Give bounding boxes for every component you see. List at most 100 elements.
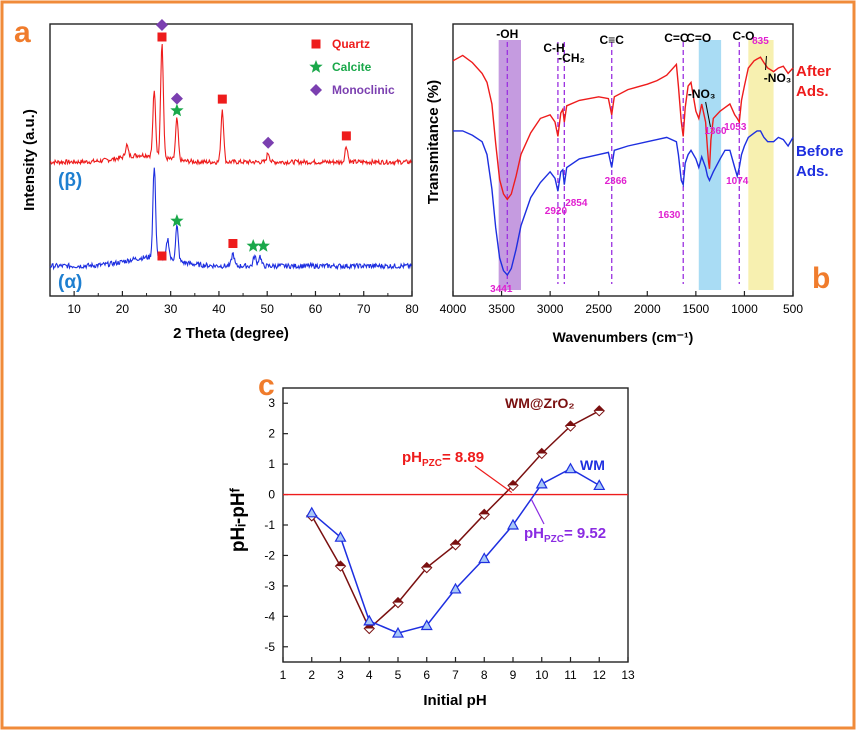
- nitrate-arrow-2: [765, 55, 767, 71]
- nitrate-arrow-1: [705, 101, 711, 128]
- xrd-series-label-beta: (β): [58, 170, 82, 191]
- pzc-y-tick-label: -1: [264, 518, 275, 532]
- pzc-point-wm: [305, 506, 318, 518]
- ftir-peak-label: 835: [752, 36, 769, 47]
- calcite-marker: [246, 239, 260, 252]
- pzc-point-wm: [334, 530, 347, 542]
- pzc-point-wm-zro2: [565, 421, 576, 427]
- pzc-point-wm-zro2: [508, 480, 518, 486]
- panel-label-c: c: [258, 369, 275, 402]
- legend-label: Monoclinic: [332, 83, 395, 97]
- ftir-group-label: -OH: [496, 27, 518, 41]
- pzc-label-8-89: pHPZC= 8.89: [402, 449, 484, 469]
- ftir-x-tick-label: 500: [783, 302, 803, 316]
- ftir-peak-label: 2366: [605, 176, 628, 187]
- pzc-x-tick-label: 7: [452, 668, 459, 682]
- pzc-x-tick-label: 9: [510, 668, 517, 682]
- ftir-group-label: C=C: [664, 31, 689, 45]
- pzc-arrow-8-89: [474, 465, 513, 494]
- xrd-x-axis: 10 20 30 40 50 60 70 80: [49, 291, 419, 316]
- ftir-group-label: C≡C: [600, 33, 625, 47]
- nitrate-label-2: -NO₃: [764, 71, 792, 85]
- xrd-chart: 10 20 30 40 50 60 70 80 Quartz Calcite Monoclinic…: [21, 19, 419, 342]
- pzc-y-tick-label: -5: [264, 640, 275, 654]
- xrd-peak-markers: [155, 19, 351, 261]
- legend-label: Quartz: [332, 37, 370, 51]
- ftir-group-label: -CH₂: [558, 51, 585, 65]
- pzc-x-tick-label: 6: [423, 668, 430, 682]
- ftir-curves: [452, 54, 794, 277]
- pzc-point-wm: [449, 582, 462, 594]
- xrd-x-tick-label: 70: [357, 302, 371, 316]
- ftir-x-tick-label: 4000: [440, 302, 467, 316]
- pzc-label-9-52: pHPZC= 9.52: [524, 525, 606, 545]
- pzc-point-wm-zro2: [421, 562, 432, 568]
- ftir-x-tick-label: 3500: [488, 302, 515, 316]
- pzc-x-tick-label: 5: [395, 668, 402, 682]
- pzc-y-tick-label: -2: [264, 548, 275, 562]
- legend-monoclinic-marker: [310, 84, 322, 96]
- pzc-point-wm-zro2: [479, 509, 490, 515]
- xrd-series-line: [49, 43, 412, 167]
- ftir-group-label: C-H: [543, 41, 564, 55]
- pzc-point-wm: [535, 477, 548, 489]
- pzc-label-wm-zro2-text: WM@ZrO₂: [505, 395, 575, 411]
- xrd-x-tick-label: 60: [309, 302, 323, 316]
- xrd-x-tick-label: 40: [212, 302, 226, 316]
- pzc-y-tick-label: -4: [264, 609, 275, 623]
- ftir-series-label-after: After Ads.: [796, 63, 831, 100]
- pzc-x-tick-label: 13: [621, 668, 635, 682]
- xrd-x-tick-label: 80: [405, 302, 419, 316]
- ftir-x-tick-label: 2000: [634, 302, 661, 316]
- quartz-marker: [157, 32, 167, 42]
- quartz-marker: [341, 131, 351, 141]
- pzc-x-tick-label: 12: [593, 668, 607, 682]
- pzc-x-tick-label: 3: [337, 668, 344, 682]
- calcite-marker: [256, 239, 270, 252]
- pzc-point-wm-zro2: [335, 561, 346, 567]
- pzc-series-line: [311, 410, 600, 630]
- monoclinic-marker: [262, 136, 275, 149]
- panel-label-b: b: [812, 262, 830, 295]
- pzc-series-label-wm-zro2: WM@ZrO₂: [505, 395, 575, 411]
- ftir-plot-frame: [452, 23, 794, 297]
- xrd-x-tick-label: 20: [116, 302, 130, 316]
- pzc-x-tick-label: 11: [564, 668, 577, 682]
- ftir-group-label: C=O: [686, 31, 711, 45]
- xrd-x-tick-label: 10: [67, 302, 81, 316]
- legend-quartz-marker: [311, 39, 321, 49]
- monoclinic-marker: [155, 19, 168, 31]
- ftir-x-tick-label: 1000: [731, 302, 758, 316]
- ftir-peak-label: 2920: [545, 206, 568, 217]
- pzc-point-wm-zro2: [450, 539, 461, 545]
- pzc-label-wm: WM: [580, 457, 605, 473]
- pzc-point-wm: [391, 626, 405, 638]
- pzc-point-wm-zro2: [594, 405, 605, 411]
- xrd-series-line: [49, 167, 412, 271]
- xrd-x-axis-label: 2 Theta (degree): [173, 325, 289, 342]
- xrd-legend: Quartz Calcite Monoclinic: [309, 37, 395, 97]
- xrd-curves: [49, 43, 412, 271]
- pzc-x-tick-label: 8: [481, 668, 488, 682]
- calcite-marker: [170, 214, 184, 227]
- ftir-peak-label: 1053: [724, 122, 747, 133]
- ftir-functional-group-labels: -OH C-H-CH₂ C≡C C=CC=O C-O: [496, 27, 754, 65]
- monoclinic-marker: [170, 92, 183, 105]
- pzc-y-tick-label: -3: [264, 579, 275, 593]
- pzc-point-wm: [593, 479, 606, 491]
- ftir-chart: 4000 3500 3000 2500 2000 1500 1000 500 -OH C-H-C…: [425, 23, 844, 345]
- pzc-y-tick-label: 3: [268, 396, 275, 410]
- ftir-highlight-bands: [498, 40, 774, 290]
- ftir-series-label-before: Before Ads.: [796, 143, 844, 180]
- quartz-marker: [228, 239, 238, 248]
- pzc-point-wm-zro2: [364, 623, 375, 629]
- ftir-after-label-line1: After: [796, 63, 831, 80]
- panel-label-a: a: [14, 16, 31, 49]
- ftir-x-tick-label: 1500: [683, 302, 710, 316]
- xrd-series-label-alpha: (α): [58, 272, 82, 293]
- xrd-y-axis-label: Intensity (a.u.): [21, 109, 38, 211]
- ftir-peak-label: 3441: [490, 284, 513, 295]
